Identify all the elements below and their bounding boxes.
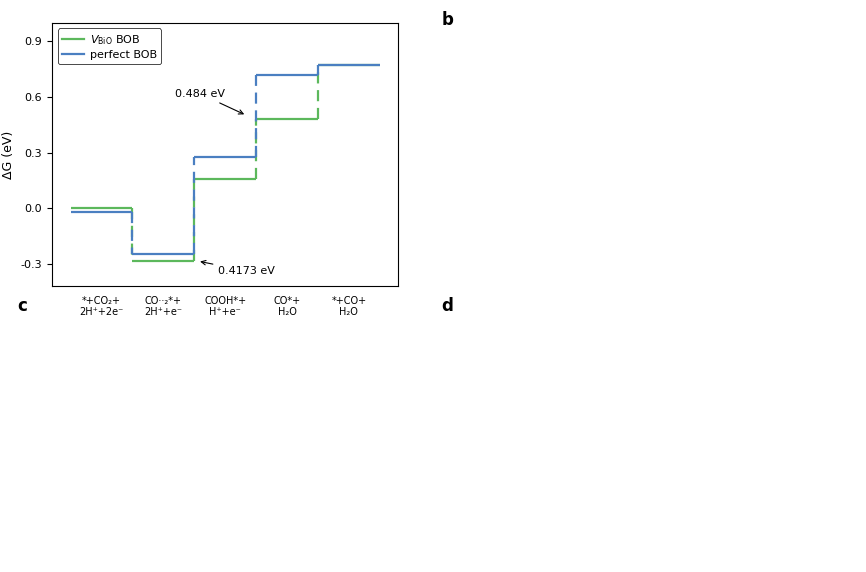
Legend: $V_{\mathrm{BiO}}$ BOB, perfect BOB: $V_{\mathrm{BiO}}$ BOB, perfect BOB xyxy=(57,29,161,65)
Text: b: b xyxy=(442,11,454,29)
Text: d: d xyxy=(442,297,454,315)
Text: c: c xyxy=(17,297,27,315)
Text: 0.4173 eV: 0.4173 eV xyxy=(201,260,275,276)
Y-axis label: ΔG (eV): ΔG (eV) xyxy=(2,130,15,178)
Text: 0.484 eV: 0.484 eV xyxy=(176,89,243,114)
